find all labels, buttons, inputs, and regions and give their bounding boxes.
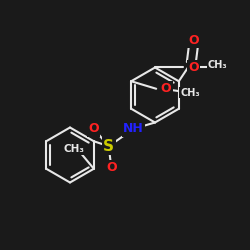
Text: CH₃: CH₃ <box>180 88 200 98</box>
Text: S: S <box>103 139 114 154</box>
Text: CH₃: CH₃ <box>63 144 84 154</box>
Text: O: O <box>88 122 99 135</box>
Text: O: O <box>161 82 172 95</box>
Text: O: O <box>188 61 199 74</box>
Text: NH: NH <box>124 122 144 135</box>
Text: O: O <box>188 34 199 46</box>
Text: CH₃: CH₃ <box>208 60 227 70</box>
Text: O: O <box>106 161 117 174</box>
